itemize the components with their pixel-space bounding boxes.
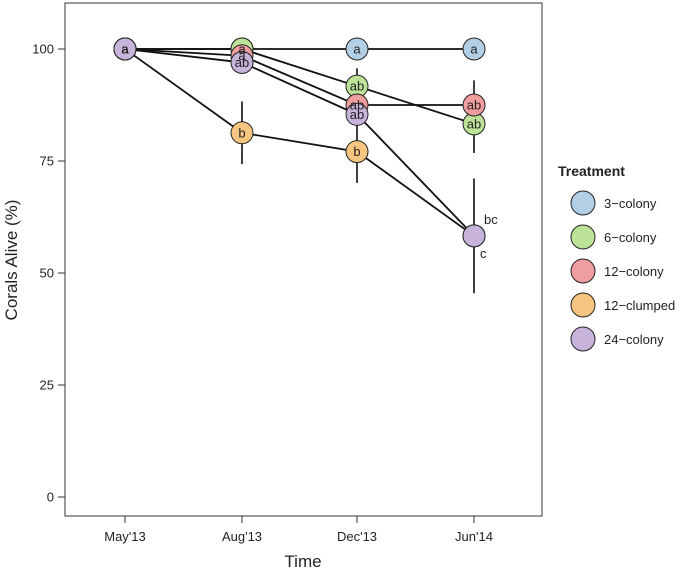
series-lines bbox=[124, 48, 475, 237]
data-point-s2-3 bbox=[462, 93, 486, 117]
data-point-s0-3 bbox=[462, 37, 486, 61]
data-label-s1-3: ab bbox=[467, 116, 481, 131]
data-label-s4-0: a bbox=[121, 42, 129, 57]
legend-key-0 bbox=[570, 190, 596, 216]
data-point-s4-2 bbox=[345, 102, 369, 126]
legend-label-2: 12−colony bbox=[604, 264, 664, 279]
data-label-s3-0: a bbox=[121, 42, 129, 57]
y-tick-label-25: 25 bbox=[40, 378, 54, 393]
x-tick-label-1: Aug'13 bbox=[222, 529, 262, 544]
y-tick-label-75: 75 bbox=[40, 154, 54, 169]
data-point-s4-0 bbox=[113, 37, 137, 61]
series-line-2 bbox=[124, 48, 474, 106]
y-axis-title: Corals Alive (%) bbox=[2, 200, 21, 321]
legend: Treatment 3−colony 6−colony 12−colony 12−cl… bbox=[558, 163, 675, 352]
data-point-s4-3 bbox=[462, 224, 486, 248]
data-label-s3-2: b bbox=[353, 144, 360, 159]
data-label-s2-3: ab bbox=[467, 98, 481, 113]
data-label-s4-2: ab bbox=[350, 107, 364, 122]
y-tick-label-100: 100 bbox=[32, 42, 54, 57]
data-label-s0-3: a bbox=[470, 42, 478, 57]
series-line-4 bbox=[124, 48, 475, 237]
data-label-s0-0: a bbox=[121, 42, 129, 57]
data-label-s1-1: a bbox=[238, 42, 246, 57]
x-tick-label-3: Jun'14 bbox=[455, 529, 493, 544]
data-label-s0-1: a bbox=[238, 42, 246, 57]
data-point-s0-2 bbox=[345, 37, 369, 61]
legend-label-1: 6−colony bbox=[604, 230, 657, 245]
data-label-s3-3: bc bbox=[484, 212, 498, 227]
x-axis: May'13 Aug'13 Dec'13 Jun'14 bbox=[104, 516, 493, 544]
legend-key-3 bbox=[570, 292, 596, 318]
data-label-s0-2: a bbox=[353, 42, 361, 57]
series-line-3 bbox=[124, 48, 475, 237]
data-label-s2-2: ab bbox=[350, 98, 364, 113]
legend-key-4 bbox=[570, 326, 596, 352]
x-tick-label-0: May'13 bbox=[104, 529, 146, 544]
data-label-s2-0: a bbox=[121, 42, 129, 57]
data-point-s4-1 bbox=[230, 50, 254, 74]
plot-panel bbox=[64, 2, 543, 517]
legend-label-0: 3−colony bbox=[604, 196, 657, 211]
data-label-s4-3: c bbox=[480, 246, 487, 261]
x-tick-label-2: Dec'13 bbox=[337, 529, 377, 544]
y-axis: 0 25 50 75 100 bbox=[32, 42, 65, 505]
data-point-s3-1 bbox=[230, 121, 254, 145]
legend-label-3: 12−clumped bbox=[604, 298, 675, 313]
data-label-s1-2: ab bbox=[350, 79, 364, 94]
data-label-s1-0: a bbox=[121, 42, 129, 57]
x-axis-title: Time bbox=[284, 552, 321, 571]
legend-title: Treatment bbox=[558, 163, 625, 179]
data-label-s2-1: a bbox=[238, 48, 246, 63]
legend-label-4: 24−colony bbox=[604, 332, 664, 347]
y-tick-label-0: 0 bbox=[47, 490, 54, 505]
data-label-s4-1: ab bbox=[235, 55, 249, 70]
data-label-s3-1: b bbox=[238, 125, 245, 140]
y-tick-label-50: 50 bbox=[40, 266, 54, 281]
data-point-s3-2 bbox=[345, 140, 369, 164]
legend-key-2 bbox=[570, 258, 596, 284]
legend-key-1 bbox=[570, 224, 596, 250]
